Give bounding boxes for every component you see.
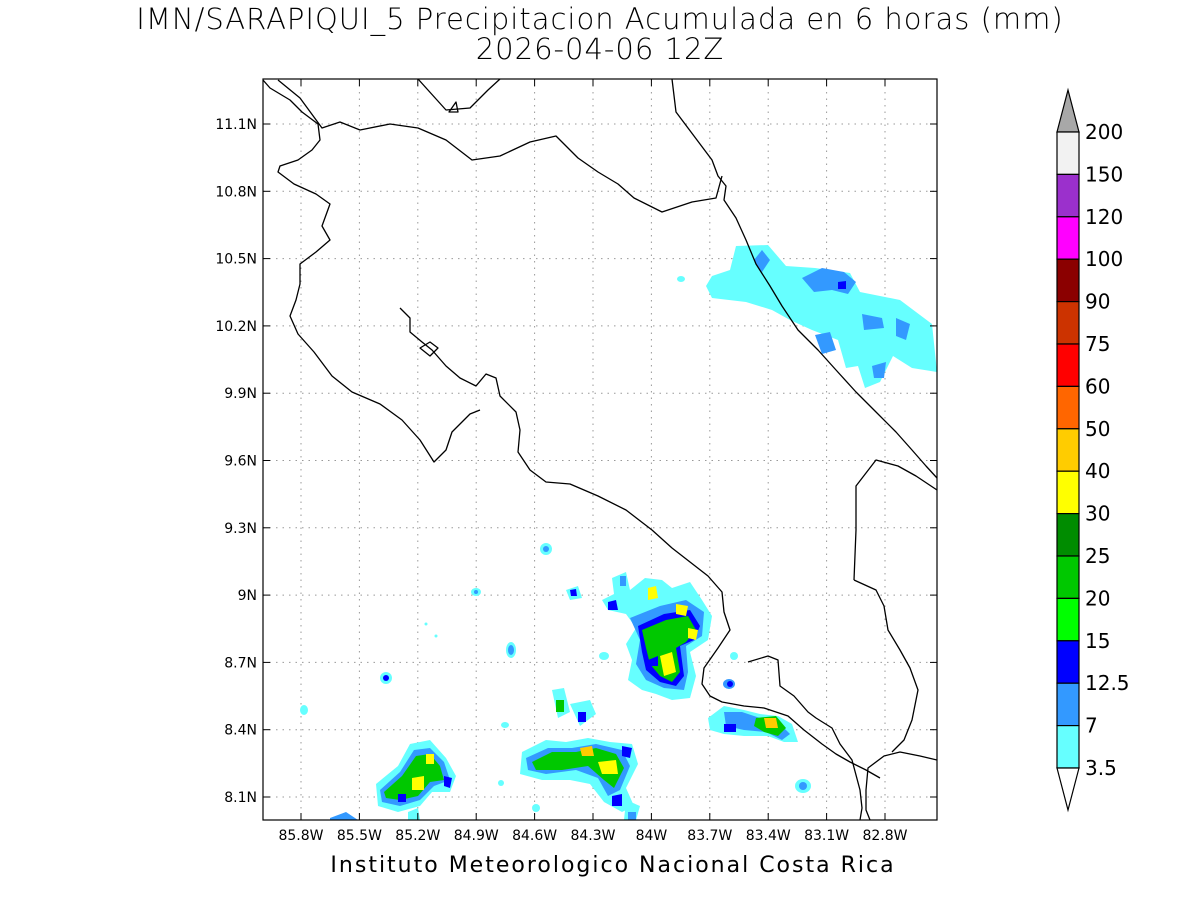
precip-cluster-central-pacific xyxy=(566,572,712,700)
longitude-label: 84.3W xyxy=(570,828,615,844)
precip-scattered-cells xyxy=(300,543,609,812)
longitude-label: 84W xyxy=(636,828,668,844)
colorbar-label: 150 xyxy=(1085,162,1123,186)
longitude-label: 85.5W xyxy=(337,828,382,844)
latitude-label: 9.6N xyxy=(224,454,257,470)
nicaragua-border xyxy=(277,79,723,213)
colorbar-legend: 200 150 120 100 90 75 60 50 40 30 25 20 15 12.5 7 3.5 xyxy=(1056,87,1130,813)
footer-credit: Instituto Meteorologico Nacional Costa R… xyxy=(330,853,896,878)
colorbar-swatch xyxy=(1056,131,1080,176)
longitude-label: 83.4W xyxy=(746,828,791,844)
nicoya-gulf-coast xyxy=(399,307,881,779)
colorbar-label: 40 xyxy=(1085,459,1110,483)
colorbar-top-arrow xyxy=(1056,87,1080,133)
map-subtitle-date: 2026-04-06 12Z xyxy=(475,32,725,66)
colorbar-label: 15 xyxy=(1085,629,1110,653)
colorbar-swatch xyxy=(1056,343,1080,388)
longitude-label: 83.7W xyxy=(687,828,732,844)
colorbar-swatch xyxy=(1056,555,1080,600)
lake-island xyxy=(448,101,459,113)
colorbar-swatch xyxy=(1056,724,1080,769)
colorbar-label: 3.5 xyxy=(1085,756,1117,780)
colorbar-label: 200 xyxy=(1085,120,1123,144)
latitude-label: 8.1N xyxy=(224,790,257,806)
longitude-label: 82.8W xyxy=(862,828,907,844)
longitude-labels: 85.8W 85.5W 85.2W 84.9W 84.6W 84.3W 84W 83.7W 83… xyxy=(278,828,907,844)
precip-cluster-southwest xyxy=(330,740,456,820)
colorbar-swatch xyxy=(1056,385,1080,430)
map-grid xyxy=(263,79,937,820)
colorbar-swatch xyxy=(1056,682,1080,727)
latitude-labels: 11.1N 10.8N 10.5N 10.2N 9.9N 9.6N 9.3N 9N 8.7N 8.… xyxy=(215,117,257,806)
colorbar-label: 7 xyxy=(1085,714,1098,738)
colorbar-swatch xyxy=(1056,258,1080,303)
colorbar-swatch xyxy=(1056,470,1080,515)
colorbar-label: 75 xyxy=(1085,332,1110,356)
colorbar-swatch xyxy=(1056,428,1080,472)
precipitation-field xyxy=(300,245,937,820)
colorbar-label: 90 xyxy=(1085,290,1110,314)
colorbar-label: 30 xyxy=(1085,502,1110,526)
colorbar-swatch xyxy=(1056,512,1080,557)
latitude-label: 11.1N xyxy=(215,117,257,133)
colorbar-label: 25 xyxy=(1085,544,1110,568)
latitude-label: 8.4N xyxy=(224,723,257,739)
colorbar-label: 60 xyxy=(1085,374,1110,398)
panama-border xyxy=(865,751,937,820)
map-title: IMN/SARAPIQUI_5 Precipitacion Acumulada … xyxy=(136,2,1064,36)
latitude-label: 9N xyxy=(238,588,257,604)
axis-ticks xyxy=(263,79,937,820)
pacific-coast-guanacaste xyxy=(263,79,481,463)
latitude-label: 10.2N xyxy=(215,319,257,335)
precip-cluster-osa xyxy=(708,652,811,793)
longitude-label: 85.8W xyxy=(278,828,323,844)
colorbar-label: 100 xyxy=(1085,247,1123,271)
precip-cluster-caribbean xyxy=(677,245,937,388)
longitude-label: 84.6W xyxy=(512,828,557,844)
bocas-coast xyxy=(853,459,937,581)
colorbar-swatch xyxy=(1056,301,1080,345)
latitude-label: 10.5N xyxy=(215,252,257,268)
latitude-label: 9.9N xyxy=(224,386,257,402)
colorbar-swatch xyxy=(1056,173,1080,218)
latitude-label: 9.3N xyxy=(224,521,257,537)
colorbar-label: 50 xyxy=(1085,417,1110,441)
colorbar-label: 120 xyxy=(1085,205,1123,229)
colorbar-swatch xyxy=(1056,216,1080,260)
coastlines-and-borders xyxy=(263,79,937,820)
nicoya-island xyxy=(419,341,439,357)
latitude-label: 10.8N xyxy=(215,184,257,200)
longitude-label: 83.1W xyxy=(804,828,849,844)
longitude-label: 85.2W xyxy=(395,828,440,844)
colorbar-swatch xyxy=(1056,597,1080,642)
osa-peninsula-coast xyxy=(747,655,863,820)
longitude-label: 84.9W xyxy=(454,828,499,844)
colorbar-bottom-arrow xyxy=(1056,767,1080,813)
colorbar-label: 12.5 xyxy=(1085,671,1130,695)
latitude-label: 8.7N xyxy=(224,655,257,671)
precip-cluster-south-central xyxy=(520,688,640,820)
lake-nicaragua-shore xyxy=(417,79,501,111)
colorbar-swatch xyxy=(1056,640,1080,684)
map-frame xyxy=(262,78,938,821)
chiriqui-border xyxy=(853,579,919,753)
colorbar-label: 20 xyxy=(1085,586,1110,610)
caribbean-coast-north xyxy=(671,79,937,479)
